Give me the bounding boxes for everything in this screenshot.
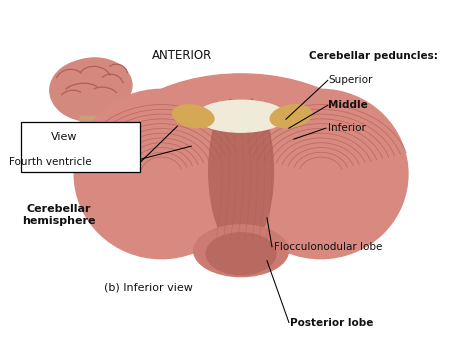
Ellipse shape	[230, 85, 252, 103]
FancyBboxPatch shape	[21, 122, 140, 172]
Text: Superior: Superior	[328, 75, 373, 85]
Ellipse shape	[209, 91, 273, 251]
Text: ANTERIOR: ANTERIOR	[152, 49, 212, 62]
Text: Middle: Middle	[328, 100, 368, 110]
Ellipse shape	[50, 59, 129, 121]
Text: Flocculonodular lobe: Flocculonodular lobe	[274, 242, 382, 252]
Ellipse shape	[74, 89, 248, 259]
Text: (b) Inferior view: (b) Inferior view	[104, 283, 193, 293]
Text: Inferior: Inferior	[328, 123, 366, 134]
Text: View: View	[51, 132, 77, 142]
Ellipse shape	[252, 85, 274, 103]
Text: Cerebellar
hemisphere: Cerebellar hemisphere	[22, 204, 96, 226]
Ellipse shape	[57, 58, 132, 113]
Text: Cerebellar peduncles:: Cerebellar peduncles:	[310, 51, 438, 61]
Text: Fourth ventricle: Fourth ventricle	[9, 157, 92, 167]
Ellipse shape	[206, 233, 276, 274]
Ellipse shape	[97, 74, 385, 258]
Ellipse shape	[196, 100, 286, 132]
Text: Posterior lobe: Posterior lobe	[291, 318, 374, 329]
Ellipse shape	[208, 85, 230, 103]
Polygon shape	[80, 116, 100, 134]
Ellipse shape	[194, 225, 288, 277]
Ellipse shape	[173, 105, 214, 127]
Ellipse shape	[234, 89, 408, 259]
Ellipse shape	[270, 105, 311, 127]
